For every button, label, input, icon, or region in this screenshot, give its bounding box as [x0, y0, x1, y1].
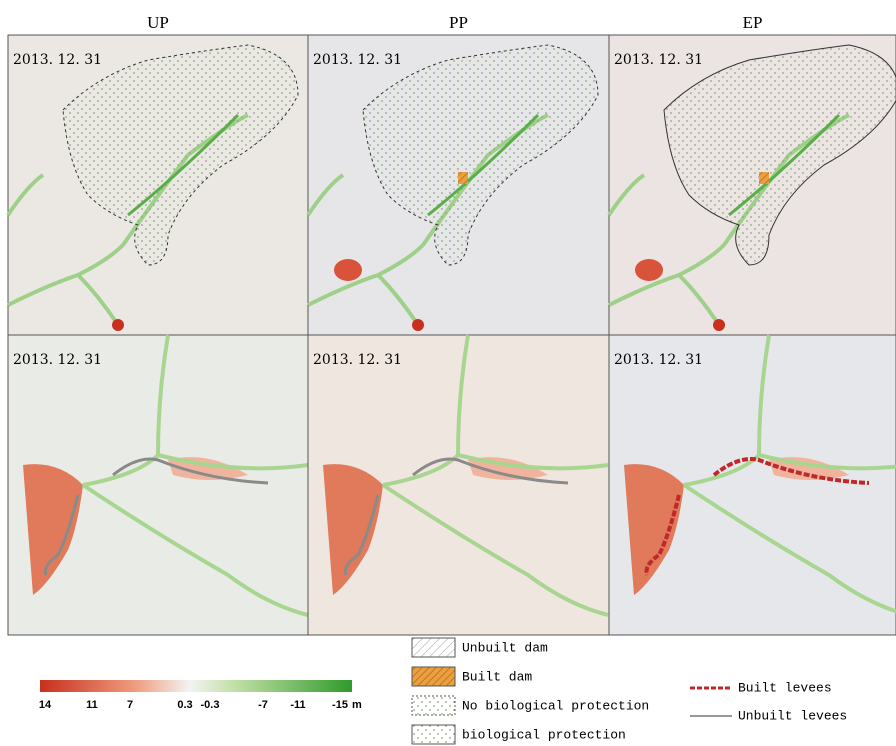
legend-label: Built levees [738, 680, 832, 695]
legend-label: Built dam [462, 669, 532, 684]
map-panel: 2013. 12. 31 [308, 35, 609, 335]
dam [759, 172, 769, 184]
colorbar-label: 7 [127, 699, 133, 711]
date-label: 2013. 12. 31 [13, 52, 102, 68]
erosion [635, 259, 663, 281]
erosion [334, 259, 362, 281]
colorbar-label: 0.3 [177, 699, 192, 711]
map-panel: 2013. 12. 31 [609, 335, 896, 635]
erosion [112, 319, 124, 331]
map-panel: 2013. 12. 31 [609, 35, 896, 335]
erosion [412, 319, 424, 331]
colorbar-label: 14 [39, 699, 52, 711]
column-header: EP [743, 13, 763, 32]
colorbar-label: -7 [258, 699, 268, 711]
date-label: 2013. 12. 31 [614, 352, 703, 368]
legend-label: biological protection [462, 727, 626, 742]
legend-label: Unbuilt dam [462, 640, 548, 655]
colorbar-label: -11 [290, 699, 305, 711]
colorbar-unit: m [352, 699, 362, 711]
date-label: 2013. 12. 31 [313, 352, 402, 368]
legend-swatch [412, 667, 455, 686]
map-panel: 2013. 12. 31 [8, 335, 308, 635]
colorbar [40, 680, 352, 692]
date-label: 2013. 12. 31 [13, 352, 102, 368]
colorbar-label: -15 [332, 699, 348, 711]
column-header: UP [147, 13, 169, 32]
dam [458, 172, 468, 184]
legend-label: Unbuilt levees [738, 708, 847, 723]
legend-swatch [412, 696, 455, 715]
colorbar-label: -0.3 [201, 699, 220, 711]
erosion [713, 319, 725, 331]
map-panel: 2013. 12. 31 [308, 335, 609, 635]
legend-label: No biological protection [462, 698, 649, 713]
map-panel: 2013. 12. 31 [8, 35, 308, 335]
legend-swatch [412, 638, 455, 657]
date-label: 2013. 12. 31 [614, 52, 703, 68]
figure: UP PP EP 2013. 12. 31 2013. 12. 31 2013. 12. … [0, 0, 896, 746]
legend-swatch [412, 725, 455, 744]
colorbar-label: 11 [86, 699, 98, 711]
column-header: PP [449, 13, 468, 32]
date-label: 2013. 12. 31 [313, 52, 402, 68]
